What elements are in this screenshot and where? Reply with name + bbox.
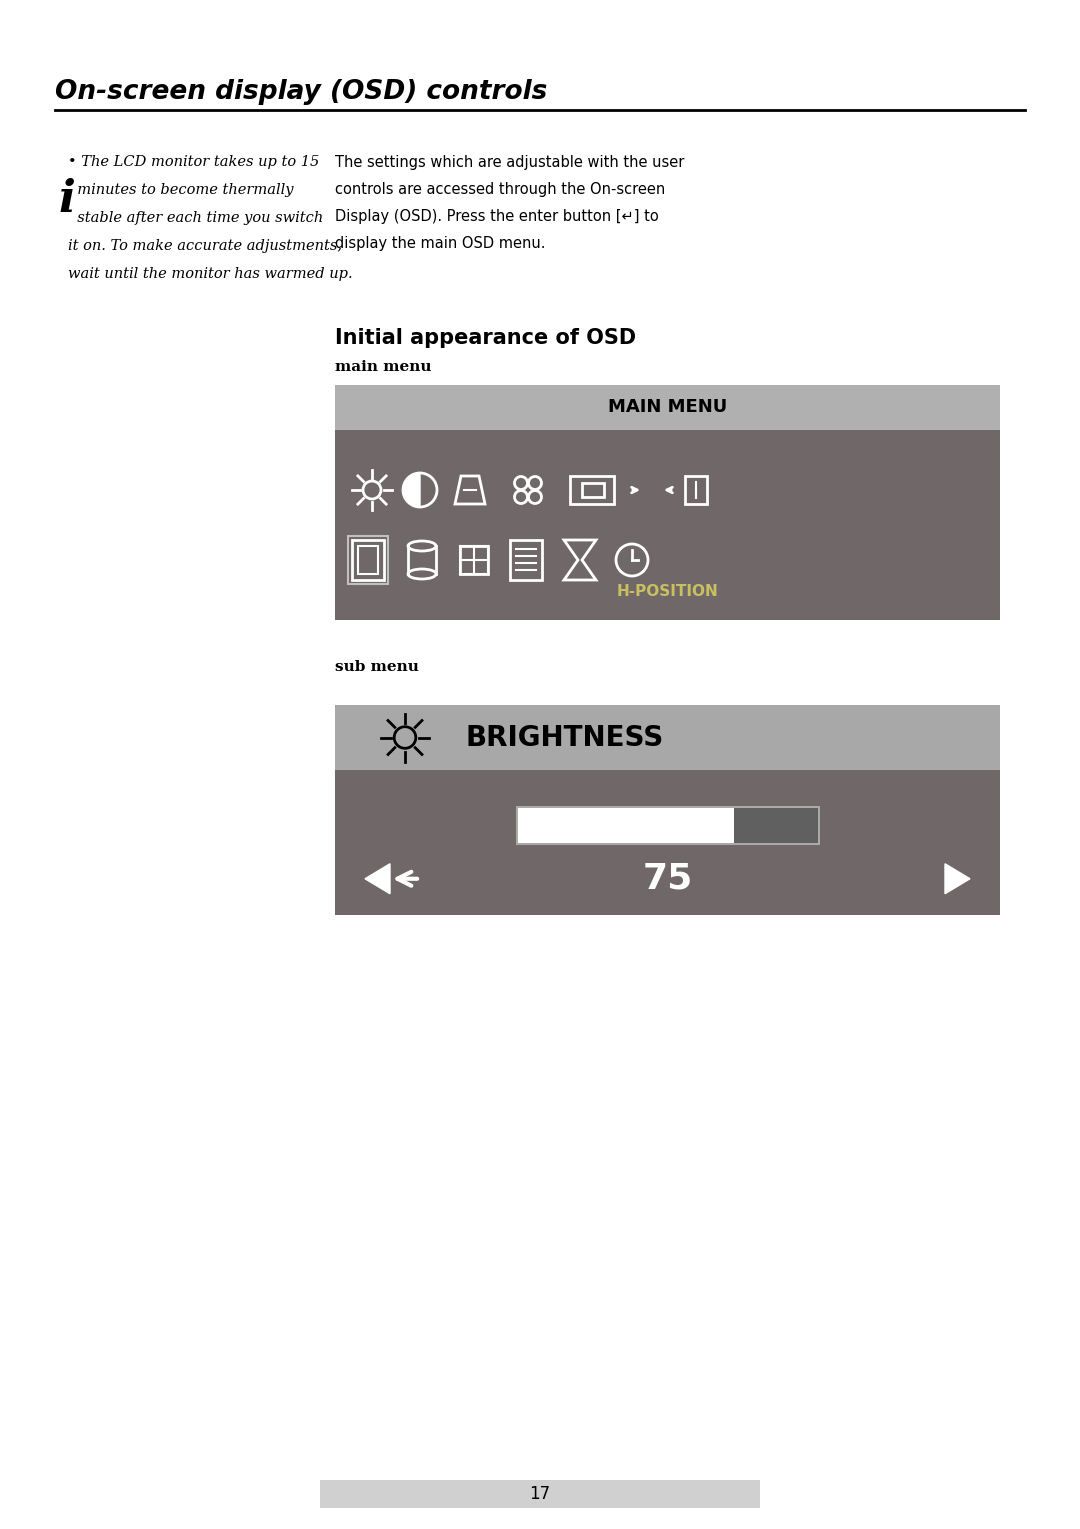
Bar — [733, 807, 818, 842]
Text: BRIGHTNESS: BRIGHTNESS — [465, 723, 663, 751]
Bar — [335, 705, 1000, 771]
Bar — [352, 540, 384, 579]
Text: The settings which are adjustable with the user: The settings which are adjustable with t… — [335, 154, 685, 170]
Text: • The LCD monitor takes up to 15: • The LCD monitor takes up to 15 — [68, 154, 320, 170]
Bar — [348, 537, 388, 584]
Polygon shape — [945, 864, 970, 894]
Text: i: i — [58, 177, 75, 222]
Text: controls are accessed through the On-screen: controls are accessed through the On-scr… — [335, 182, 665, 197]
Bar — [510, 540, 542, 579]
Bar — [515, 806, 820, 844]
Bar — [517, 807, 733, 842]
Text: main menu: main menu — [335, 359, 432, 375]
Text: On-screen display (OSD) controls: On-screen display (OSD) controls — [55, 80, 548, 106]
Bar — [320, 1480, 760, 1508]
Bar — [582, 483, 604, 497]
Text: wait until the monitor has warmed up.: wait until the monitor has warmed up. — [68, 268, 353, 281]
Text: it on. To make accurate adjustments,: it on. To make accurate adjustments, — [68, 239, 342, 252]
Text: sub menu: sub menu — [335, 661, 419, 674]
Bar — [570, 476, 615, 505]
Text: Initial appearance of OSD: Initial appearance of OSD — [335, 329, 636, 349]
Bar — [335, 430, 1000, 619]
Text: H-POSITION: H-POSITION — [617, 584, 718, 599]
Bar — [335, 385, 1000, 430]
Text: display the main OSD menu.: display the main OSD menu. — [335, 235, 545, 251]
Bar — [460, 546, 488, 573]
Text: 17: 17 — [529, 1485, 551, 1503]
Text: MAIN MENU: MAIN MENU — [608, 399, 727, 416]
Bar — [335, 771, 1000, 914]
Polygon shape — [365, 864, 390, 894]
Bar — [357, 546, 378, 573]
Bar — [685, 476, 707, 505]
Text: minutes to become thermally: minutes to become thermally — [68, 183, 294, 197]
Text: stable after each time you switch: stable after each time you switch — [68, 211, 323, 225]
Polygon shape — [403, 472, 420, 508]
Text: Display (OSD). Press the enter button [↵] to: Display (OSD). Press the enter button [↵… — [335, 209, 659, 225]
Text: 75: 75 — [643, 862, 692, 896]
